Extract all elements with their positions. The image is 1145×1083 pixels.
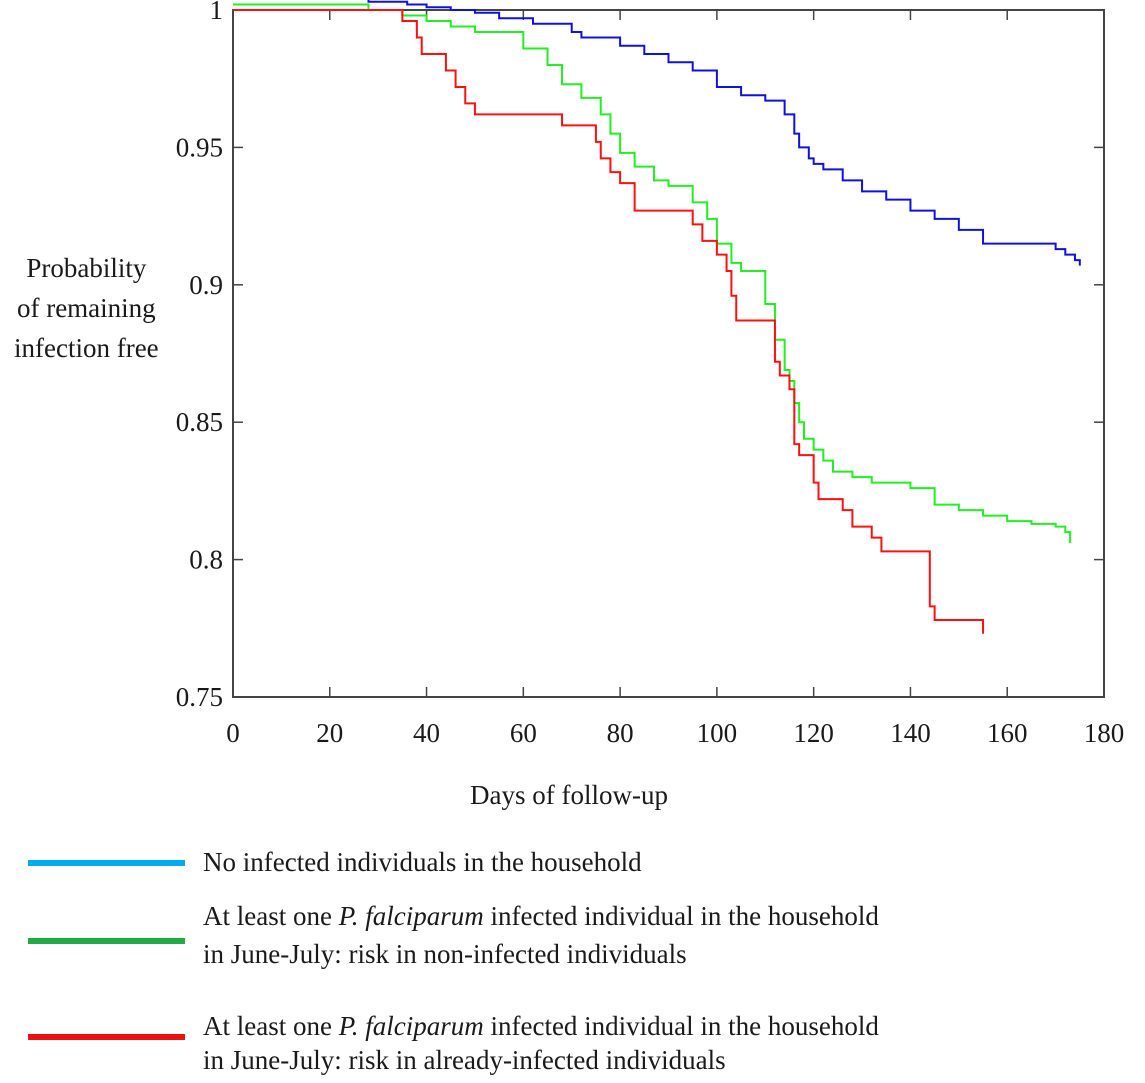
y-tick-label: 0.75 bbox=[176, 682, 223, 712]
x-tick-label: 20 bbox=[316, 718, 343, 748]
legend-item: At least one P. falciparum infected indi… bbox=[0, 1007, 1145, 1083]
legend-item: At least one P. falciparum infected indi… bbox=[0, 897, 1145, 977]
y-tick-label: 0.9 bbox=[189, 270, 223, 300]
x-axis-label: Days of follow-up bbox=[470, 780, 668, 810]
legend-label-line2: in June-July: risk in non-infected indiv… bbox=[203, 939, 687, 969]
x-tick-label: 80 bbox=[607, 718, 634, 748]
y-axis-label-line: Probability bbox=[26, 253, 147, 283]
legend-label: No infected individuals in the household bbox=[203, 847, 642, 877]
x-tick-label: 140 bbox=[890, 718, 931, 748]
legend-swatch bbox=[28, 860, 185, 866]
x-tick-label: 100 bbox=[697, 718, 738, 748]
y-tick-label: 0.8 bbox=[189, 545, 223, 575]
legend-label-text: infected individual in the household bbox=[483, 1011, 879, 1041]
legend-swatch bbox=[28, 1034, 185, 1040]
legend-item: No infected individuals in the household bbox=[0, 843, 1145, 883]
legend-label: At least one P. falciparum infected indi… bbox=[203, 897, 879, 935]
y-tick-label: 0.85 bbox=[176, 407, 223, 437]
x-tick-label: 120 bbox=[793, 718, 834, 748]
legend-label-text: At least one bbox=[203, 1011, 339, 1041]
legend-label-text: At least one bbox=[203, 901, 339, 931]
x-tick-label: 160 bbox=[987, 718, 1028, 748]
x-tick-label: 0 bbox=[226, 718, 240, 748]
species-name: P. falciparum bbox=[338, 901, 484, 931]
y-ticks: 0.75 0.8 0.85 0.9 0.95 1 bbox=[176, 0, 1104, 712]
series-line-3 bbox=[233, 9, 985, 634]
y-axis-label: Probability of remaining infection free bbox=[14, 248, 159, 368]
legend-label-text: infected individual in the household bbox=[483, 901, 879, 931]
legend-label: At least one P. falciparum infected indi… bbox=[203, 1007, 879, 1045]
x-ticks: 0 20 40 60 80 100 120 140 160 180 bbox=[226, 10, 1124, 748]
series-line-1 bbox=[233, 0, 1081, 266]
y-tick-label: 1 bbox=[210, 0, 224, 25]
legend-swatch bbox=[28, 938, 185, 944]
y-axis-label-line: of remaining bbox=[16, 293, 156, 323]
series-line-2 bbox=[233, 3, 1072, 544]
species-name: P. falciparum bbox=[338, 1011, 484, 1041]
x-tick-label: 180 bbox=[1084, 718, 1125, 748]
series-lines bbox=[233, 0, 1081, 634]
y-tick-label: 0.95 bbox=[176, 132, 223, 162]
y-axis-label-line: infection free bbox=[14, 333, 159, 363]
legend-label-line2: in June-July: risk in already-infected i… bbox=[203, 1045, 726, 1075]
x-tick-label: 40 bbox=[413, 718, 440, 748]
plot-frame bbox=[232, 9, 1105, 698]
x-tick-label: 60 bbox=[510, 718, 537, 748]
